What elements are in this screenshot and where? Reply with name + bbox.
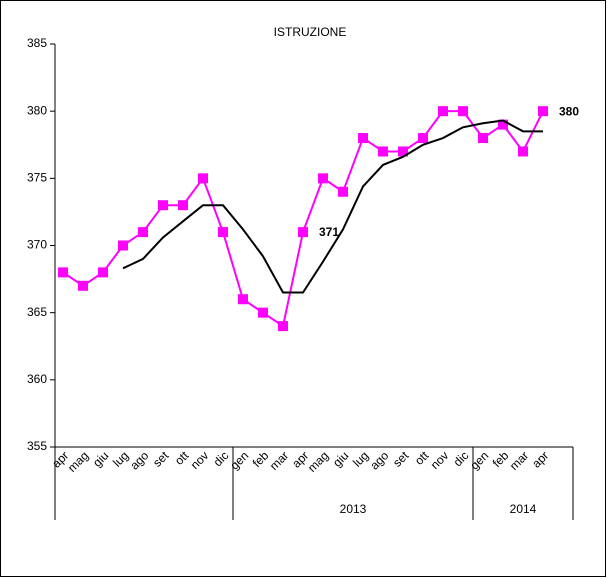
data-label: 371 <box>319 225 339 239</box>
point <box>98 267 108 278</box>
y-tick-label: 375 <box>27 171 47 185</box>
year-label: 2014 <box>510 502 537 516</box>
point <box>538 106 548 117</box>
year-label: 2013 <box>340 502 367 516</box>
point <box>278 321 288 332</box>
point <box>338 186 348 197</box>
series-line <box>122 119 543 294</box>
point <box>138 227 148 238</box>
y-tick-label: 360 <box>27 372 47 386</box>
point <box>438 106 448 117</box>
point <box>318 173 328 184</box>
point <box>418 133 428 144</box>
point <box>478 133 488 144</box>
y-tick-label: 370 <box>27 238 47 252</box>
point <box>218 227 228 238</box>
point <box>238 294 248 305</box>
point <box>58 267 68 278</box>
point <box>498 119 508 130</box>
chart-title: ISTRUZIONE <box>274 25 347 39</box>
point <box>178 200 188 211</box>
point <box>398 146 408 157</box>
point <box>378 146 388 157</box>
point <box>78 280 88 291</box>
y-tick-label: 355 <box>27 439 47 453</box>
point <box>118 240 128 251</box>
point <box>458 106 468 117</box>
point <box>358 133 368 144</box>
y-tick-label: 365 <box>27 305 47 319</box>
y-tick-label: 380 <box>27 103 47 117</box>
point <box>258 307 268 318</box>
point <box>198 173 208 184</box>
point <box>158 200 168 211</box>
point <box>518 146 528 157</box>
y-tick-label: 385 <box>27 36 47 50</box>
point <box>298 227 308 238</box>
data-label: 380 <box>559 104 579 118</box>
